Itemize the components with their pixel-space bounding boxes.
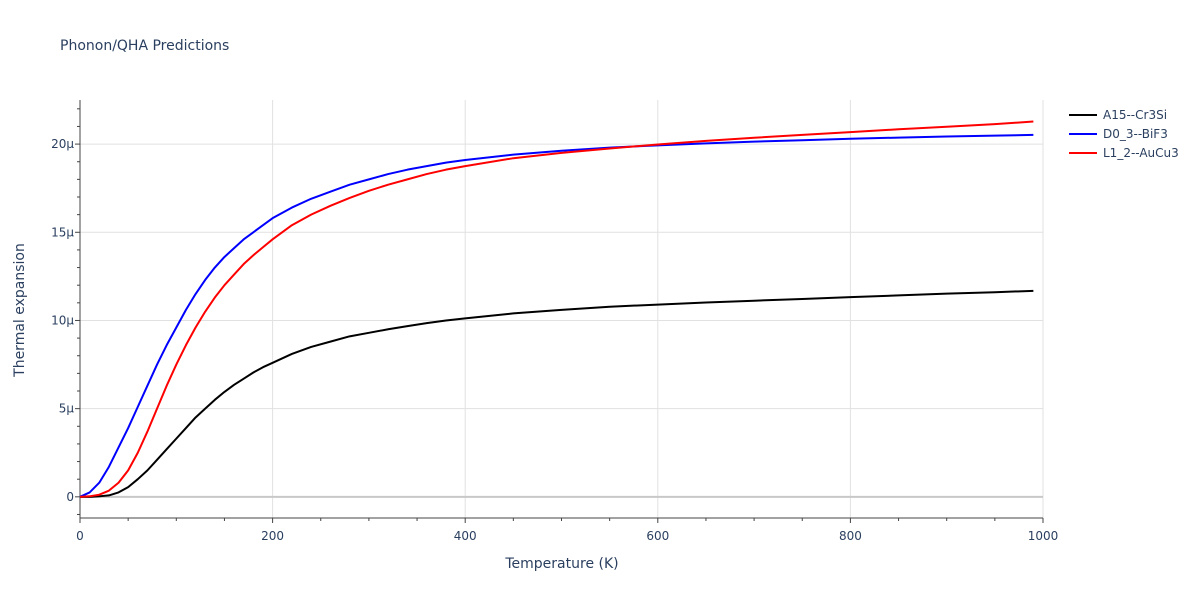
chart-title: Phonon/QHA Predictions (60, 38, 229, 54)
legend-label: D0_3--BiF3 (1103, 127, 1168, 141)
legend: A15--Cr3Si D0_3--BiF3 L1_2--AuCu3 (1069, 108, 1179, 160)
series-lines (79, 120, 1034, 498)
x-tick-label: 200 (261, 529, 284, 543)
y-tick-label: 15μ (51, 225, 74, 239)
x-axis-title: Temperature (K) (504, 556, 618, 572)
x-tick-label: 600 (646, 529, 669, 543)
x-tick-label: 400 (454, 529, 477, 543)
y-tick-label: 5μ (59, 402, 75, 416)
x-tick-label: 1000 (1028, 529, 1059, 543)
y-tick-label: 10μ (51, 313, 74, 327)
y-tick-label: 20μ (51, 137, 74, 151)
series-line-l1-2-aucu3 (79, 120, 1034, 498)
legend-label: A15--Cr3Si (1103, 108, 1167, 122)
grid-lines (80, 100, 1044, 518)
series-line-a15-cr3si (80, 289, 1034, 498)
y-tick-label: 0 (66, 490, 74, 504)
legend-label: L1_2--AuCu3 (1103, 146, 1179, 160)
tick-labels: 0 200 400 600 800 1000 0 5μ 10μ 15μ 20μ (51, 137, 1058, 543)
x-tick-label: 0 (76, 529, 84, 543)
axes (75, 100, 1044, 523)
y-axis-title: Thermal expansion (12, 243, 28, 378)
x-tick-label: 800 (839, 529, 862, 543)
series-line-d0-3-bif3 (79, 133, 1034, 498)
